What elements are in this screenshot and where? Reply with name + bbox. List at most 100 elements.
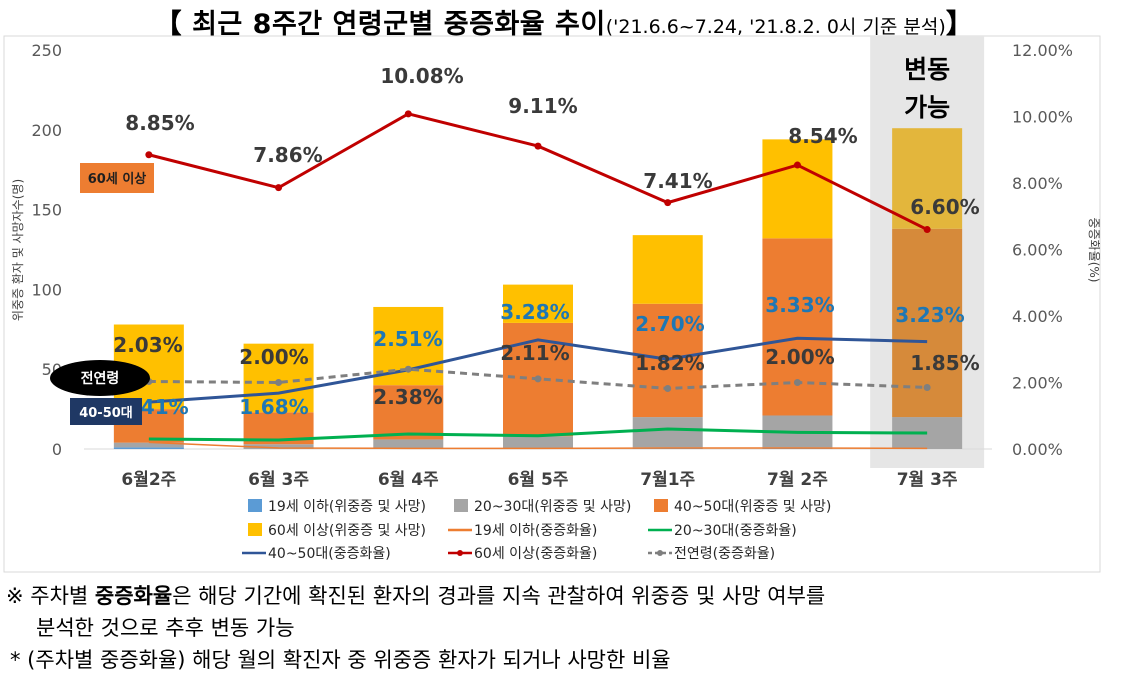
- legend: 19세 이하(위중증 및 사망) 20~30대(위중증 및 사망) 40~50대(위…: [242, 499, 831, 562]
- bar-2-1: [113, 442, 184, 448]
- series-5-marker-2: [275, 379, 283, 386]
- y2-tick-6: 10.00%: [1012, 108, 1073, 127]
- x-tick-3: 6월 4주: [378, 470, 439, 490]
- y-tick-0: 0: [52, 440, 62, 459]
- legend-label-5: 19세 이하(중증화율): [474, 523, 597, 539]
- bar-3-6: [762, 238, 833, 416]
- note-line-2: * (주차별 중증화율) 해당 월의 확진자 중 위중증 환자가 되거나 사망한…: [10, 648, 671, 672]
- legend-label-1: 19세 이하(위중증 및 사망): [268, 499, 426, 515]
- series-5-marker-7: [923, 383, 931, 391]
- title-main: 【 최근 8주간 연령군별 중증화율 추이: [154, 9, 606, 40]
- highlight-label-1: 변동: [904, 55, 950, 84]
- data-label-3-3: 2.38%: [373, 385, 442, 409]
- series-5-marker-5: [664, 384, 672, 392]
- note-line-1-continued: 분석한 것으로 추후 변동 가능: [36, 616, 295, 640]
- callout-4050-text: 40-50대: [79, 406, 133, 421]
- legend-marker-9: [657, 550, 663, 556]
- data-label-5-5: 1.82%: [635, 351, 704, 375]
- title-sub: ('21.6.6~7.24, '21.8.2. 0시 기준 분석): [605, 16, 946, 38]
- series-4-marker-2: [275, 184, 283, 192]
- data-label-5-1: 2.03%: [113, 333, 182, 357]
- data-label-3-2: 1.68%: [239, 395, 308, 419]
- x-tick-4: 6월 5주: [508, 470, 569, 490]
- legend-swatch-2: [454, 499, 468, 512]
- series-5-marker-3: [404, 365, 412, 373]
- data-label-4-4: 9.11%: [508, 94, 577, 118]
- data-label-4-1: 8.85%: [125, 111, 194, 135]
- chart-title: 【 최근 8주간 연령군별 중증화율 추이('21.6.6~7.24, '21.…: [0, 2, 1128, 41]
- x-tick-7: 7월 3주: [897, 470, 958, 490]
- data-label-4-5: 7.41%: [643, 169, 712, 193]
- bar-4-2: [243, 343, 314, 413]
- y-tick-150: 150: [31, 201, 62, 220]
- data-label-5-3: 2.51%: [373, 327, 442, 351]
- callout-all-box: [50, 360, 150, 396]
- highlight-label-2: 가능: [904, 93, 950, 122]
- data-label-5-4: 2.11%: [500, 341, 569, 365]
- note-line-1: ※ 주차별 중증화율은 해당 기간에 확진된 환자의 경과를 지속 관찰하여 위…: [6, 580, 825, 610]
- bar-3-3: [373, 385, 444, 440]
- data-label-5-2: 2.00%: [239, 345, 308, 369]
- legend-label-4: 60세 이상(위중증 및 사망): [268, 523, 426, 539]
- note-1-post: 은 해당 기간에 확진된 환자의 경과를 지속 관찰하여 위중증 및 사망 여부…: [172, 584, 826, 608]
- bar-2-5: [632, 417, 703, 448]
- y-tick-100: 100: [31, 280, 62, 299]
- callout-60-text: 60세 이상: [88, 171, 147, 187]
- series-5-marker-4: [534, 375, 542, 383]
- bar-4-6: [762, 139, 833, 239]
- bar-group: [113, 128, 963, 449]
- callout-4050-box: [70, 398, 142, 425]
- y2-tick-1: 0.00%: [1012, 440, 1063, 459]
- y2-axis-title: 중증화율(%): [1087, 218, 1101, 283]
- series-4-marker-4: [534, 142, 542, 150]
- y2-tick-3: 4.00%: [1012, 307, 1063, 326]
- data-label-4-2: 7.86%: [253, 143, 322, 167]
- legend-swatch-1: [248, 499, 262, 512]
- data-label-4-6: 8.54%: [788, 124, 857, 148]
- y2-tick-5: 8.00%: [1012, 174, 1063, 193]
- legend-label-2: 20~30대(위중증 및 사망): [474, 499, 631, 515]
- data-label-4-7: 6.60%: [910, 195, 979, 219]
- series-5-marker-6: [793, 379, 801, 386]
- legend-label-8: 60세 이상(중증화율): [474, 546, 597, 562]
- bar-2-2: [243, 444, 314, 449]
- note-1-pre: ※ 주차별: [6, 584, 95, 608]
- callout-60-box: [80, 163, 154, 193]
- data-label-3-4: 3.28%: [500, 300, 569, 324]
- line-group: [145, 110, 931, 450]
- legend-label-6: 20~30대(중증화율): [674, 523, 797, 539]
- bar-4-7: [892, 128, 963, 229]
- y2-tick-4: 6.00%: [1012, 241, 1063, 260]
- x-tick-2: 6월 3주: [248, 470, 309, 490]
- bar-1-1: [113, 447, 184, 449]
- note-1-bold: 중증화율: [94, 584, 173, 608]
- axis-group: 0501001502002500.00%2.00%4.00%6.00%8.00%…: [11, 41, 1101, 490]
- series-4-marker-3: [404, 110, 412, 118]
- y2-tick-2: 2.00%: [1012, 374, 1063, 393]
- bar-4-4: [503, 284, 573, 323]
- y2-tick-7: 12.00%: [1012, 41, 1073, 60]
- data-label-3-7: 3.23%: [895, 303, 964, 327]
- chart-area-border: [3, 35, 1101, 573]
- data-label-5-6: 2.00%: [765, 345, 834, 369]
- legend-swatch-4: [248, 523, 262, 536]
- data-label-3-5: 2.70%: [635, 312, 704, 336]
- series-line-2: [148, 427, 928, 442]
- x-tick-5: 7월1주: [640, 470, 695, 490]
- title-end: 】: [945, 9, 974, 40]
- x-tick-6: 7월 2주: [767, 470, 828, 490]
- series-line-3: [148, 336, 928, 404]
- bar-4-5: [632, 235, 703, 304]
- bar-2-4: [503, 436, 573, 449]
- legend-label-9: 전연령(중증화율): [674, 546, 775, 562]
- bar-2-3: [373, 439, 444, 449]
- legend-label-3: 40~50대(위중증 및 사망): [674, 499, 831, 515]
- callout-all-text: 전연령: [81, 370, 120, 387]
- y-axis-title: 위중증 환자 및 사망자수(명): [11, 179, 25, 321]
- series-4-marker-7: [923, 226, 931, 234]
- legend-marker-8: [457, 550, 463, 556]
- y-tick-200: 200: [31, 121, 62, 140]
- x-tick-1: 6월2주: [121, 470, 176, 490]
